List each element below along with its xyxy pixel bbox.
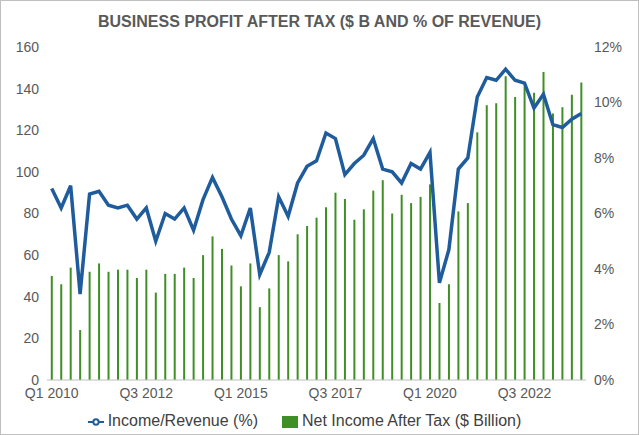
svg-text:20: 20	[23, 330, 39, 346]
svg-text:Q1 2010: Q1 2010	[24, 384, 79, 401]
svg-text:0: 0	[31, 372, 39, 388]
svg-text:12%: 12%	[594, 39, 622, 55]
svg-text:Q3 2012: Q3 2012	[119, 385, 173, 401]
svg-text:Q1 2020: Q1 2020	[403, 385, 457, 401]
svg-text:40: 40	[23, 289, 39, 305]
svg-text:2%: 2%	[594, 316, 614, 332]
svg-text:0%: 0%	[594, 372, 614, 388]
html-text:Income/Revenue (%): Income/Revenue (%)	[107, 412, 258, 429]
svg-text:100: 100	[16, 164, 40, 180]
svg-text:Q1 2015: Q1 2015	[214, 385, 268, 401]
svg-text:Q3 2017: Q3 2017	[309, 385, 363, 401]
html-text:Net Income After Tax ($ Billio: Net Income After Tax ($ Billion)	[302, 412, 522, 429]
svg-text:Q3 2022: Q3 2022	[498, 385, 552, 401]
svg-text:140: 140	[16, 81, 40, 97]
html-text:BUSINESS PROFIT AFTER TAX ($ B: BUSINESS PROFIT AFTER TAX ($ B AND % OF …	[98, 13, 541, 30]
svg-text:120: 120	[16, 122, 40, 138]
svg-text:60: 60	[23, 247, 39, 263]
svg-text:80: 80	[23, 205, 39, 221]
svg-text:6%: 6%	[594, 205, 614, 221]
svg-text:160: 160	[16, 39, 40, 55]
svg-text:8%: 8%	[594, 150, 614, 166]
svg-text:4%: 4%	[594, 261, 614, 277]
svg-text:10%: 10%	[594, 94, 622, 110]
